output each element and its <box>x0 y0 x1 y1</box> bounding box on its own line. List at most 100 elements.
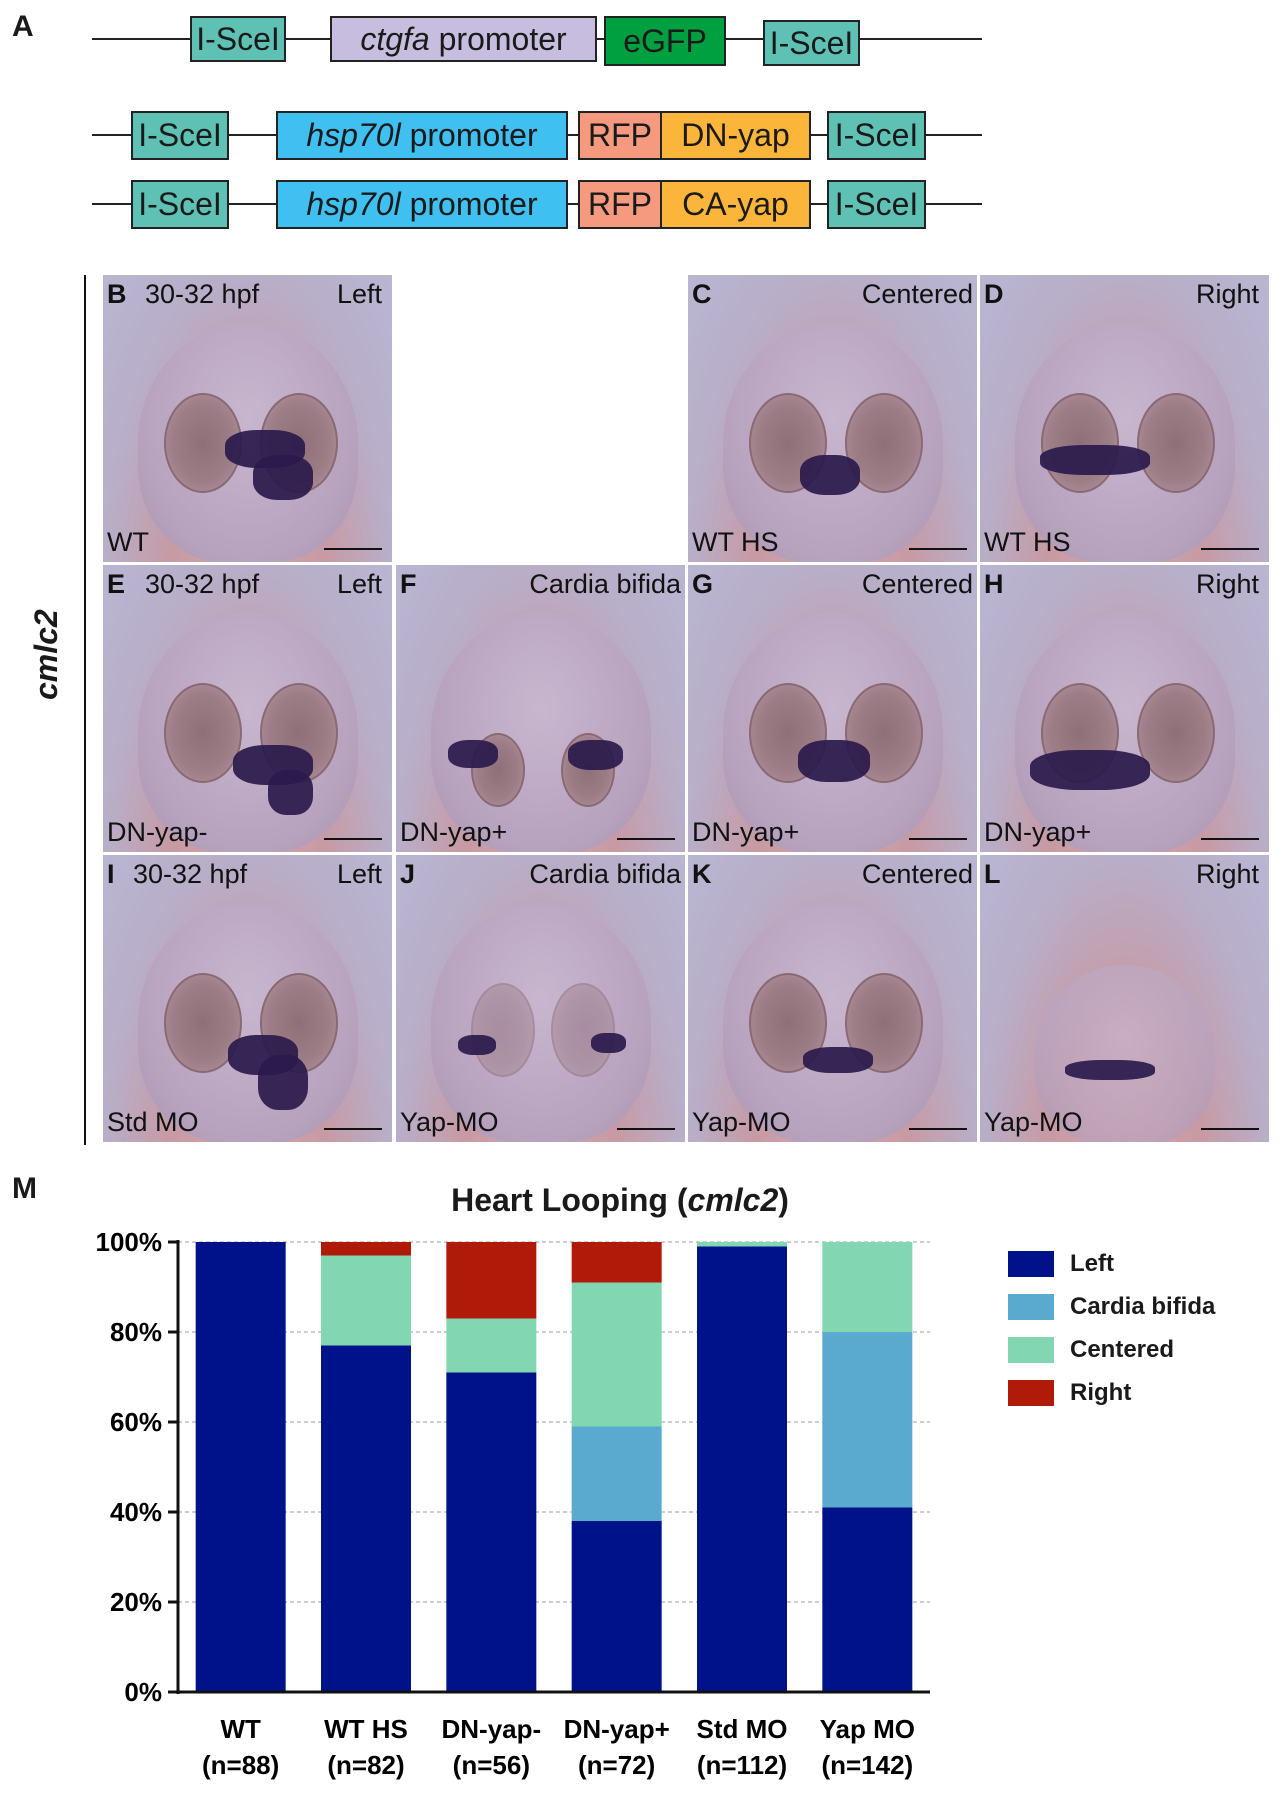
legend-swatch <box>1008 1336 1054 1363</box>
photo-f: F Cardia bifida DN-yap+ <box>396 565 685 852</box>
bar-segment-centered <box>822 1242 913 1332</box>
chart-legend: Left Cardia bifida Centered Right <box>1008 1242 1215 1414</box>
position-label: Left <box>336 569 382 599</box>
bar-segment-left <box>697 1246 787 1692</box>
bar-segment-right <box>446 1242 537 1319</box>
condition-label: DN-yap+ <box>984 817 1092 847</box>
condition-label: DN-yap+ <box>400 817 508 847</box>
x-tick-n-label: (n=142) <box>821 1750 913 1780</box>
ctgfa-promoter: ctgfa promoter <box>330 16 597 62</box>
legend-item: Right <box>1008 1371 1215 1414</box>
y-tick-label: 20% <box>110 1587 162 1617</box>
panel-label-i: I <box>107 859 115 889</box>
scale-bar <box>617 838 675 840</box>
rfp-box: RFP <box>578 180 662 229</box>
photo-d: D Right WT HS <box>980 275 1269 562</box>
ca-yap-box: CA-yap <box>660 180 811 229</box>
bar-segment-left <box>195 1242 286 1692</box>
heart-looping-chart: 0% 20% 40% 60% 80% 100% WT (n=88) WT HS (n=82) DN-… <box>96 1227 930 1780</box>
scale-bar <box>324 1128 382 1130</box>
condition-label: DN-yap- <box>107 817 208 847</box>
stage-label: 30-32 hpf <box>145 279 260 309</box>
isce-site: I-SceI <box>827 111 926 160</box>
scale-bar <box>909 838 967 840</box>
bar-segment-centered <box>446 1318 537 1373</box>
hsp70l-promoter: hsp70l promoter <box>276 111 568 160</box>
position-label: Centered <box>861 569 973 599</box>
x-tick-n-label: (n=88) <box>202 1750 279 1780</box>
bar-segment-centered <box>697 1242 787 1247</box>
position-label: Left <box>336 279 382 309</box>
x-tick-n-label: (n=112) <box>697 1750 787 1780</box>
position-label: Right <box>1195 279 1259 309</box>
condition-label: WT HS <box>984 527 1071 557</box>
photo-k: K Centered Yap-MO <box>688 855 977 1142</box>
x-tick-label: DN-yap+ <box>564 1714 670 1744</box>
scale-bar <box>1201 1128 1259 1130</box>
rfp-box: RFP <box>578 111 662 160</box>
position-label: Centered <box>861 279 973 309</box>
panel-label-h: H <box>984 569 1004 599</box>
bar-segment-left <box>446 1372 537 1692</box>
legend-label: Cardia bifida <box>1070 1292 1216 1320</box>
x-tick-label: DN-yap- <box>441 1714 541 1744</box>
legend-item: Centered <box>1008 1328 1215 1371</box>
photo-l: L Right Yap-MO <box>980 855 1269 1142</box>
chart-title: Heart Looping (cmlc2) <box>451 1182 789 1218</box>
x-tick-n-label: (n=56) <box>453 1750 530 1780</box>
egfp-box: eGFP <box>604 16 726 66</box>
legend-swatch <box>1008 1379 1054 1406</box>
photo-c: C Centered WT HS <box>688 275 977 562</box>
x-tick-label: Std MO <box>697 1714 788 1744</box>
panel-label-c: C <box>692 279 712 309</box>
x-tick-n-label: (n=72) <box>578 1750 655 1780</box>
isce-site: I-SceI <box>763 20 860 66</box>
condition-label: Yap-MO <box>400 1107 499 1137</box>
bar-segment-left <box>321 1345 411 1692</box>
x-tick-n-label: (n=82) <box>327 1750 404 1780</box>
stage-label: 30-32 hpf <box>133 859 248 889</box>
scale-bar <box>1201 838 1259 840</box>
y-tick-label: 0% <box>124 1677 162 1707</box>
legend-swatch <box>1008 1250 1054 1277</box>
legend-item: Left <box>1008 1242 1215 1285</box>
scale-bar <box>909 548 967 550</box>
scale-bar <box>324 548 382 550</box>
photo-b: B 30-32 hpf Left WT <box>103 275 392 562</box>
side-label-cmlc2: cmlc2 <box>28 609 64 700</box>
photo-j: J Cardia bifida Yap-MO <box>396 855 685 1142</box>
position-label: Left <box>336 859 382 889</box>
scale-bar <box>909 1128 967 1130</box>
photo-g: G Centered DN-yap+ <box>688 565 977 852</box>
legend-item: Cardia bifida <box>1008 1285 1215 1328</box>
position-label: Cardia bifida <box>529 859 681 889</box>
panel-label-k: K <box>692 859 712 889</box>
position-label: Centered <box>861 859 973 889</box>
scale-bar <box>617 1128 675 1130</box>
bracket-line <box>84 275 86 1145</box>
panel-label-d: D <box>984 279 1004 309</box>
isce-site: I-SceI <box>131 111 229 160</box>
panel-label-l: L <box>984 859 1001 889</box>
stage-label: 30-32 hpf <box>145 569 260 599</box>
condition-label: Yap-MO <box>984 1107 1083 1137</box>
photo-h: H Right DN-yap+ <box>980 565 1269 852</box>
photo-e: E 30-32 hpf Left DN-yap- <box>103 565 392 852</box>
x-tick-label: WT <box>220 1714 261 1744</box>
bar-segment-cardia-bifida <box>571 1426 662 1521</box>
condition-label: Std MO <box>107 1107 199 1137</box>
x-tick-label: WT HS <box>324 1714 408 1744</box>
legend-label: Left <box>1070 1249 1114 1277</box>
panel-label-m: M <box>12 1172 37 1205</box>
hsp70l-promoter: hsp70l promoter <box>276 180 568 229</box>
condition-label: WT HS <box>692 527 779 557</box>
bar-segment-centered <box>571 1282 662 1427</box>
position-label: Cardia bifida <box>529 569 681 599</box>
panel-label-j: J <box>400 859 416 889</box>
position-label: Right <box>1195 569 1259 599</box>
condition-label: Yap-MO <box>692 1107 791 1137</box>
bar-segment-right <box>321 1242 411 1256</box>
panel-label-g: G <box>692 569 714 599</box>
y-tick-label: 40% <box>110 1497 162 1527</box>
condition-label: WT <box>107 527 149 557</box>
